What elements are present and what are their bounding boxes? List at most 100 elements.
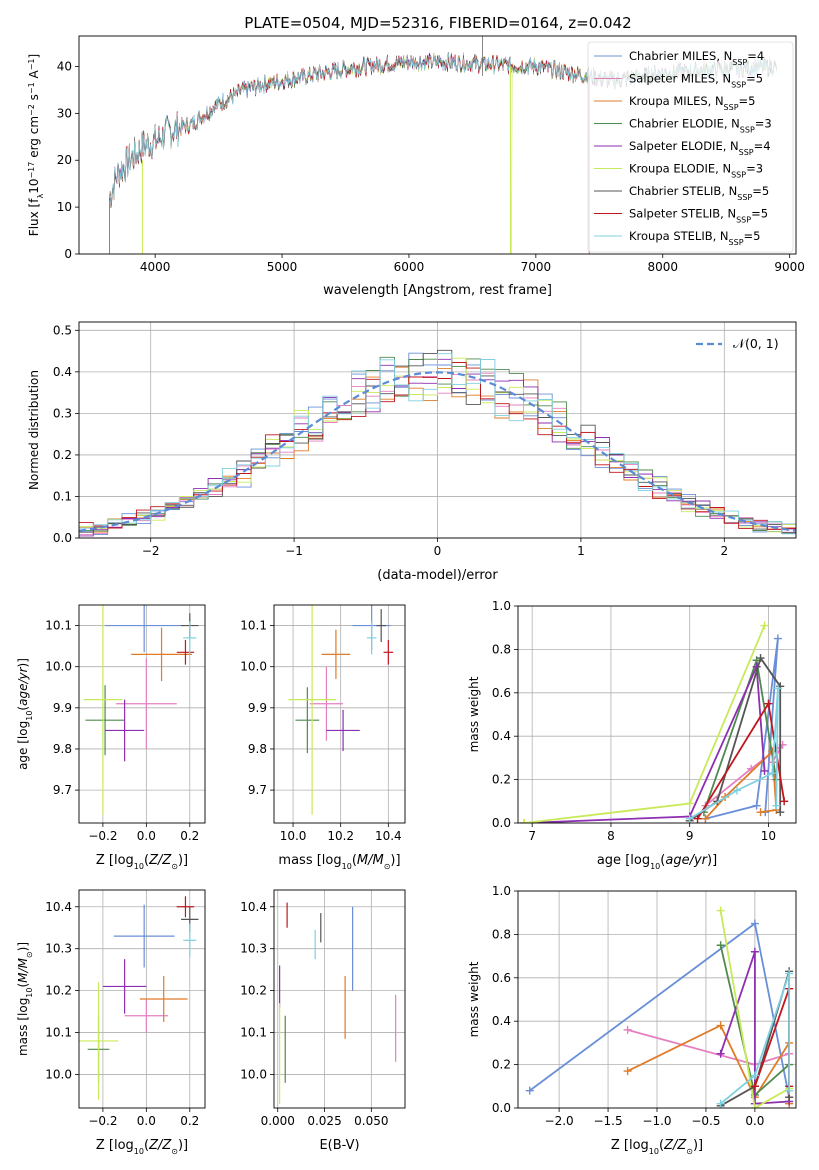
tick-label-x: −0.2 — [88, 829, 117, 843]
legend-item: Kroupa ELODIE, NSSP=3 — [629, 162, 763, 180]
tick-label-y: 0 — [64, 247, 72, 261]
tick-label-y: 1.0 — [492, 884, 511, 898]
spectrum-line-stelib-salpeter — [109, 52, 590, 254]
legend-item: Salpeter ELODIE, NSSP=4 — [629, 139, 771, 157]
tick-label-x: 0.000 — [261, 1114, 295, 1128]
weight-marker — [760, 766, 769, 775]
tick-label-x: 0.0 — [137, 829, 156, 843]
tick-label-x: 6000 — [394, 260, 425, 274]
tick-label-y: 0.0 — [492, 1101, 511, 1115]
axes-frame — [517, 890, 797, 1109]
tick-label-x: 5000 — [267, 260, 298, 274]
tick-label-x: 0.025 — [307, 1114, 341, 1128]
legend: 𝒩(0, 1) — [696, 336, 779, 351]
axes-frame — [78, 321, 797, 539]
tick-label-y: 9.8 — [248, 742, 267, 756]
weight-marker — [780, 797, 789, 806]
tick-label-x: −2.0 — [545, 1114, 574, 1128]
tick-label-y: 1.0 — [492, 599, 511, 613]
tick-label-y: 10.4 — [240, 900, 267, 914]
weight-marker — [732, 786, 741, 795]
tick-label-x: 7 — [528, 829, 536, 843]
tick-label-y: 10.0 — [45, 1067, 72, 1081]
weight-line-elodie-salpeter — [524, 666, 766, 823]
x-axis-label: mass [log10(M/M⊙)] — [278, 853, 400, 871]
legend-item: 𝒩(0, 1) — [733, 336, 779, 351]
axes-frame — [273, 889, 406, 1109]
tick-label-y: 10.2 — [45, 984, 72, 998]
weight-marker — [750, 1104, 759, 1108]
plot-area-residuals — [79, 349, 796, 537]
tick-label-x: 1 — [577, 544, 585, 558]
weight-marker — [520, 819, 529, 823]
tick-label-y: 10.1 — [240, 1026, 267, 1040]
weight-marker — [693, 814, 702, 823]
tick-label-x: 8000 — [647, 260, 678, 274]
tick-label-x: −1 — [285, 544, 303, 558]
tick-label-y: 0.4 — [53, 365, 72, 379]
weight-marker — [776, 808, 785, 817]
tick-label-x: 9 — [686, 829, 694, 843]
tick-label-x: 2 — [720, 544, 728, 558]
panel-spectrum: 4000 5000 6000 7000 8000 9000 0 10 20 30 40 wavelen… — [27, 35, 805, 298]
tick-label-y: 0.4 — [492, 1014, 511, 1028]
tick-label-y: 0.2 — [53, 448, 72, 462]
weight-marker — [685, 799, 694, 808]
weight-marker — [772, 801, 781, 810]
tick-label-y: 0.4 — [492, 729, 511, 743]
tick-label-y: 10.2 — [240, 984, 267, 998]
plot-area-age_vs_mass — [288, 605, 394, 815]
tick-label-x: 10.4 — [375, 829, 402, 843]
legend-item: Salpeter STELIB, NSSP=5 — [629, 207, 768, 225]
panel-weight_vs_age: 7 8 9 10 0.0 0.2 0.4 0.6 0.8 1.0 age [log10(age/yr… — [467, 599, 797, 871]
legend-item: Chabrier ELODIE, NSSP=3 — [629, 117, 772, 135]
tick-label-x: −1.0 — [642, 1114, 671, 1128]
y-axis-label: Flux [fλ10−17 erg cm−2 s−1 A−1] — [27, 54, 45, 236]
spectrum-title: PLATE=0504, MJD=52316, FIBERID=0164, z=0… — [244, 14, 631, 32]
axes-frame — [517, 605, 797, 824]
weight-marker — [685, 814, 694, 823]
tick-label-y: 0.2 — [492, 773, 511, 787]
tick-label-y: 9.9 — [248, 701, 267, 715]
tick-label-y: 10.1 — [45, 1026, 72, 1040]
panel-age_vs_Z: −0.2 0.0 0.2 9.7 9.8 9.9 10.0 10.1 Z [log10(Z/Z⊙… — [16, 604, 206, 871]
tick-label-x: −0.5 — [691, 1114, 720, 1128]
x-axis-label: (data-model)/error — [377, 568, 498, 583]
weight-marker — [623, 1067, 632, 1076]
tick-label-y: 10.4 — [45, 900, 72, 914]
tick-label-y: 10.1 — [240, 619, 267, 633]
weight-marker — [752, 801, 761, 810]
weight-marker — [716, 906, 725, 915]
tick-label-x: 0.0 — [137, 1114, 156, 1128]
panel-mass_vs_Z: −0.2 0.0 0.2 10.0 10.1 10.2 10.3 10.4 Z [log10(Z… — [16, 889, 206, 1156]
legend-item: Chabrier MILES, NSSP=4 — [629, 49, 764, 67]
tick-label-x: −0.2 — [88, 1114, 117, 1128]
tick-label-y: 30 — [57, 106, 72, 120]
weight-line-elodie-salpeter — [719, 951, 790, 1105]
tick-label-x: 0 — [434, 544, 442, 558]
axes-frame — [78, 35, 797, 255]
tick-label-x: 8 — [607, 829, 615, 843]
weight-marker — [785, 969, 794, 978]
weight-line-stelib-kroupa — [720, 973, 790, 1105]
tick-label-y: 20 — [57, 153, 72, 167]
tick-label-y: 0.6 — [492, 686, 511, 700]
panel-age_vs_mass: 10.0 10.2 10.4 9.7 9.8 9.9 10.0 10.1 mass [log10… — [240, 604, 406, 871]
x-axis-label: E(B-V) — [319, 1138, 359, 1153]
weight-marker — [768, 769, 777, 778]
x-axis-label: Z [log10(Z/Z⊙)] — [611, 1138, 703, 1156]
weight-marker — [716, 1099, 725, 1108]
legend-item: Chabrier STELIB, NSSP=5 — [629, 184, 769, 202]
tick-label-y: 10.1 — [45, 619, 72, 633]
y-axis-label: Normed distribution — [27, 370, 41, 490]
plot-area-age_vs_Z — [83, 605, 199, 815]
tick-label-y: 0.5 — [53, 323, 72, 337]
tick-label-x: 0.050 — [354, 1114, 388, 1128]
y-axis-label: mass [log10(M/M⊙)] — [16, 942, 34, 1056]
tick-label-x: −2 — [142, 544, 160, 558]
tick-label-y: 10.0 — [240, 660, 267, 674]
y-axis-label: mass weight — [467, 676, 481, 752]
panel-residuals: −2 −1 0 1 2 0.0 0.1 0.2 0.3 0.4 0.5 (data-model)/er… — [27, 321, 797, 583]
axes-frame — [273, 604, 406, 824]
tick-label-y: 10.0 — [45, 660, 72, 674]
